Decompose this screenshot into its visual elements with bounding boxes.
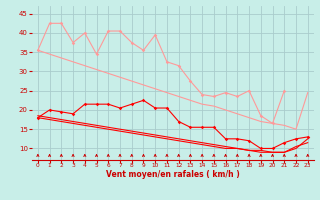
X-axis label: Vent moyen/en rafales ( km/h ): Vent moyen/en rafales ( km/h )	[106, 170, 240, 179]
